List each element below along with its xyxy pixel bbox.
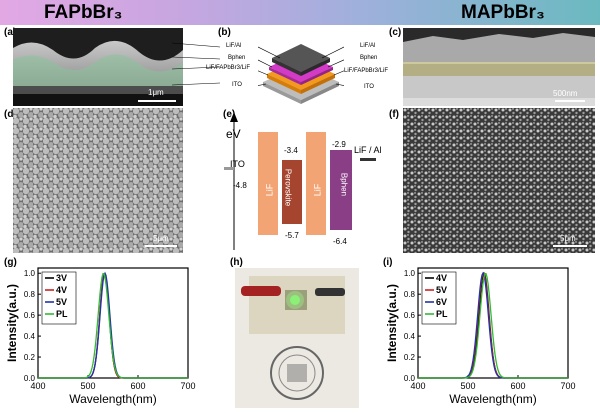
legend-label: 4V — [436, 273, 447, 283]
y-tick-label: 0.2 — [404, 353, 416, 362]
x-tick-label: 700 — [180, 381, 195, 391]
panel-c-scalebar — [555, 100, 585, 102]
legend-box — [421, 271, 457, 325]
fapbbr3-title: FAPbBr₃ — [44, 2, 123, 23]
panel-c-sem-image: 500nm — [403, 28, 595, 106]
y-tick-label: 0.6 — [24, 311, 36, 320]
panel-a-scalebar — [138, 100, 176, 102]
e-perov-top: -3.4 — [284, 146, 298, 155]
e-ito-value: -4.8 — [233, 181, 247, 190]
y-axis-label: Intensity(a.u.) — [385, 284, 399, 362]
y-tick-label: 1.0 — [24, 269, 36, 278]
legend-label: 5V — [436, 285, 447, 295]
b-label-bphen-right: Bphen — [360, 55, 378, 61]
e-bphen-label: Bphen — [339, 172, 349, 197]
legend-label: PL — [436, 309, 448, 319]
title-banner — [0, 0, 600, 25]
panel-h-device-photo — [235, 268, 359, 408]
e-axis-label: eV — [226, 127, 241, 141]
legend-label: PL — [56, 309, 68, 319]
panel-e-letter: (e) — [223, 109, 236, 120]
e-lif-right-label: LiF — [312, 183, 323, 197]
panel-h-letter: (h) — [230, 257, 243, 268]
b-label-perov-left: LiF/FAPbBr3/LiF — [206, 65, 251, 71]
device-stack-illustration — [258, 44, 344, 104]
legend-box — [41, 271, 77, 325]
panel-a-letter: (a) — [4, 27, 17, 38]
panel-i-letter: (i) — [383, 257, 393, 268]
legend-label: 3V — [56, 273, 67, 283]
legend-label: 6V — [436, 297, 447, 307]
x-axis-label: Wavelength(nm) — [69, 392, 157, 406]
y-tick-label: 0.0 — [404, 374, 416, 383]
panel-f-scale-text: 5μm — [560, 234, 576, 243]
series-line-pl — [38, 273, 188, 379]
b-label-lifal-left: LiF/Al — [226, 43, 242, 49]
el-spectra-chart-fapbbr3: 400 500 600 700 0.0 0.2 0.4 0.6 0.8 1.0 Wavelength… — [5, 267, 196, 406]
panel-a-sem-image: 1μm — [13, 28, 183, 106]
e-bphen-top: -2.9 — [332, 140, 346, 149]
y-tick-label: 1.0 — [404, 269, 416, 278]
panel-a-scale-text: 1μm — [148, 88, 164, 97]
b-label-ito-right: ITO — [364, 84, 374, 90]
panel-d-letter: (d) — [4, 109, 17, 120]
b-label-bphen-left: Bphen — [228, 55, 246, 61]
x-tick-label: 400 — [30, 381, 45, 391]
plot-frame — [417, 267, 569, 379]
legend-label: 4V — [56, 285, 67, 295]
plot-frame — [37, 267, 189, 379]
b-label-ito-left: ITO — [232, 82, 242, 88]
e-perov-label: Perovskite — [283, 168, 293, 207]
y-axis-label: Intensity(a.u.) — [5, 284, 19, 362]
panel-a-arrows — [171, 42, 221, 86]
panel-d-scale-text: 5μm — [153, 234, 169, 243]
el-spectra-chart-mapbbr3: 400 500 600 700 0.0 0.2 0.4 0.6 0.8 1.0 Wavelength… — [385, 267, 576, 406]
panel-d-sem-image: 5μm — [13, 108, 183, 253]
legend-label: 5V — [56, 297, 67, 307]
y-tick-label: 0.8 — [24, 290, 36, 299]
x-axis-label: Wavelength(nm) — [449, 392, 537, 406]
panel-c-scale-text: 500nm — [553, 89, 578, 98]
panel-f-scalebar — [553, 245, 587, 247]
panel-g-letter: (g) — [4, 257, 17, 268]
series-line-pl — [418, 273, 568, 379]
x-tick-label: 600 — [510, 381, 525, 391]
panel-b-letter: (b) — [218, 27, 231, 38]
y-tick-label: 0.4 — [24, 332, 36, 341]
y-tick-label: 0.6 — [404, 311, 416, 320]
x-tick-label: 400 — [410, 381, 425, 391]
e-perov-bottom: -5.7 — [285, 231, 299, 240]
e-lif-left-label: LiF — [264, 183, 275, 197]
panel-c-letter: (c) — [389, 27, 402, 38]
x-tick-label: 700 — [560, 381, 575, 391]
b-label-lifal-right: LiF/Al — [360, 43, 376, 49]
b-label-perov-right: LiF/FAPbBr3/LiF — [344, 68, 389, 74]
panel-f-letter: (f) — [389, 109, 399, 120]
y-tick-label: 0.0 — [24, 374, 36, 383]
panel-d-scalebar — [145, 245, 177, 247]
x-tick-label: 500 — [460, 381, 475, 391]
y-tick-label: 0.4 — [404, 332, 416, 341]
e-cathode-label: LiF / Al — [354, 145, 382, 155]
e-bphen-bottom: -6.4 — [333, 237, 347, 246]
y-tick-label: 0.8 — [404, 290, 416, 299]
y-tick-label: 0.2 — [24, 353, 36, 362]
mapbbr3-title: MAPbBr₃ — [461, 2, 545, 23]
e-ito-label: ITO — [230, 159, 245, 169]
panel-f-sem-image: 5μm — [403, 108, 595, 253]
x-tick-label: 500 — [80, 381, 95, 391]
energy-level-diagram — [224, 112, 376, 250]
x-tick-label: 600 — [130, 381, 145, 391]
